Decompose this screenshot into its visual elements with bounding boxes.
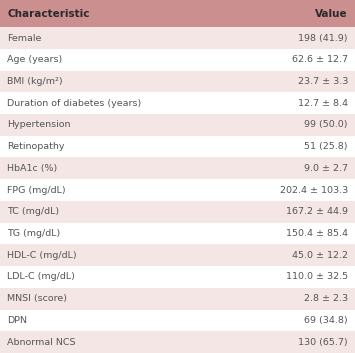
Text: TC (mg/dL): TC (mg/dL): [7, 207, 59, 216]
Bar: [0, 244, 355, 266]
Text: 23.7 ± 3.3: 23.7 ± 3.3: [297, 77, 348, 86]
Text: 2.8 ± 2.3: 2.8 ± 2.3: [304, 294, 348, 303]
Bar: [0, 92, 355, 114]
Text: Value: Value: [315, 8, 348, 19]
Text: HDL-C (mg/dL): HDL-C (mg/dL): [7, 251, 77, 260]
Bar: [0, 223, 355, 244]
Bar: [0, 201, 355, 223]
Bar: [0, 71, 355, 92]
Text: 51 (25.8): 51 (25.8): [304, 142, 348, 151]
Bar: [0, 0, 355, 27]
Text: 62.6 ± 12.7: 62.6 ± 12.7: [292, 55, 348, 64]
Text: 12.7 ± 8.4: 12.7 ± 8.4: [298, 99, 348, 108]
Bar: [0, 310, 355, 331]
Bar: [0, 157, 355, 179]
Bar: [0, 114, 355, 136]
Bar: [0, 179, 355, 201]
Text: MNSI (score): MNSI (score): [7, 294, 67, 303]
Text: 198 (41.9): 198 (41.9): [299, 34, 348, 42]
Text: Age (years): Age (years): [7, 55, 62, 64]
Text: Female: Female: [7, 34, 42, 42]
Text: 202.4 ± 103.3: 202.4 ± 103.3: [280, 186, 348, 195]
Text: Retinopathy: Retinopathy: [7, 142, 65, 151]
Text: FPG (mg/dL): FPG (mg/dL): [7, 186, 66, 195]
Text: 110.0 ± 32.5: 110.0 ± 32.5: [286, 273, 348, 281]
Text: 130 (65.7): 130 (65.7): [298, 337, 348, 347]
Text: 167.2 ± 44.9: 167.2 ± 44.9: [286, 207, 348, 216]
Text: 9.0 ± 2.7: 9.0 ± 2.7: [304, 164, 348, 173]
Text: DPN: DPN: [7, 316, 27, 325]
Bar: [0, 266, 355, 288]
Text: TG (mg/dL): TG (mg/dL): [7, 229, 60, 238]
Text: LDL-C (mg/dL): LDL-C (mg/dL): [7, 273, 75, 281]
Text: 69 (34.8): 69 (34.8): [304, 316, 348, 325]
Text: Abnormal NCS: Abnormal NCS: [7, 337, 76, 347]
Text: HbA1c (%): HbA1c (%): [7, 164, 58, 173]
Text: Characteristic: Characteristic: [7, 8, 89, 19]
Text: Hypertension: Hypertension: [7, 120, 71, 130]
Bar: [0, 49, 355, 71]
Bar: [0, 288, 355, 310]
Text: 150.4 ± 85.4: 150.4 ± 85.4: [286, 229, 348, 238]
Bar: [0, 136, 355, 157]
Bar: [0, 27, 355, 49]
Text: 45.0 ± 12.2: 45.0 ± 12.2: [292, 251, 348, 260]
Text: Duration of diabetes (years): Duration of diabetes (years): [7, 99, 141, 108]
Text: BMI (kg/m²): BMI (kg/m²): [7, 77, 63, 86]
Bar: [0, 331, 355, 353]
Text: 99 (50.0): 99 (50.0): [304, 120, 348, 130]
